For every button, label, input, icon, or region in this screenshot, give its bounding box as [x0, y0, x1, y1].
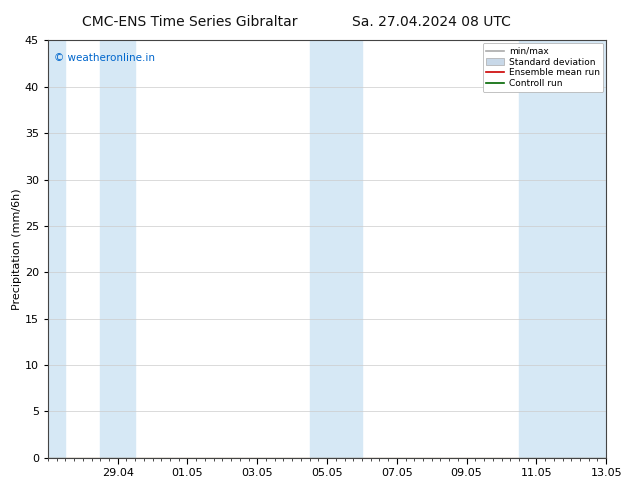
Bar [48, 41, 65, 458]
Bar [100, 41, 135, 458]
Text: CMC-ENS Time Series Gibraltar: CMC-ENS Time Series Gibraltar [82, 15, 298, 29]
Y-axis label: Precipitation (mm/6h): Precipitation (mm/6h) [12, 188, 22, 310]
Text: Sa. 27.04.2024 08 UTC: Sa. 27.04.2024 08 UTC [352, 15, 510, 29]
Bar [309, 41, 362, 458]
Legend: min/max, Standard deviation, Ensemble mean run, Controll run: min/max, Standard deviation, Ensemble me… [482, 43, 604, 92]
Text: © weatheronline.in: © weatheronline.in [53, 53, 155, 63]
Bar [519, 41, 606, 458]
